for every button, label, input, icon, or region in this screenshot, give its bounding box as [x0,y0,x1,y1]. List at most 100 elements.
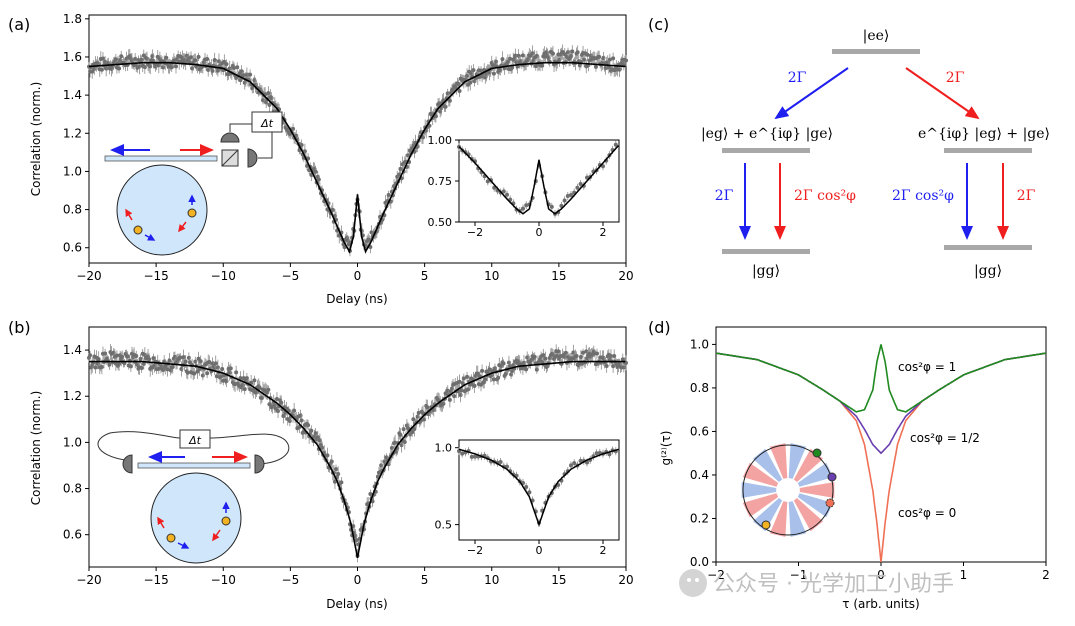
data-point [119,54,124,59]
ring-petal [742,493,779,518]
y-tick-label: 1.00 [428,134,453,147]
data-point [398,166,403,171]
inset-b: −2 0 2 0.5 1.0 [435,439,620,557]
delay-box [179,429,211,449]
ring-petal [742,462,779,487]
y-axis-label: Correlation (norm.) [29,82,43,197]
data-point [541,353,546,358]
data-point [215,68,220,73]
fit-line [89,61,626,254]
y-tick-label: 0.6 [63,528,82,542]
x-tick-label: 0 [536,226,543,239]
data-point [205,371,210,376]
data-point [170,364,175,369]
y-tick-label: 1.0 [435,442,453,455]
panel-label-d: (d) [648,318,671,337]
schematic-b: Δt [97,429,290,564]
inset-data-point [613,142,618,147]
inset-data-point [473,454,477,459]
x-tick-label: 0 [536,544,543,557]
data-point [325,453,330,458]
data-point [139,365,144,370]
inset-a: −2 0 2 0.50 0.75 1.00 [428,134,620,239]
x-tick-label: −10 [211,573,236,587]
x-tick-label: 0 [354,573,362,587]
data-point [320,445,325,450]
x-tick-label: −5 [282,269,300,283]
data-point [461,376,466,381]
inset-frame [458,139,620,223]
data-point [299,418,304,423]
data-point [329,459,334,464]
data-point [593,64,598,69]
wechat-icon [679,569,707,597]
data-point [238,376,243,381]
x-tick-label: −2 [467,226,483,239]
data-point [220,367,225,372]
detector-icon [220,132,240,143]
data-point [457,88,462,93]
y-tick-label: 1.0 [690,337,709,351]
x-tick-label: −5 [282,573,300,587]
watermark: 公众号 · 光学加工小助手 [679,569,954,597]
data-point [411,417,416,422]
data-point [316,177,321,182]
ring-petal [793,498,824,532]
ring-petal [797,493,834,518]
y-tick-label: 0.0 [690,555,709,569]
x-tick-label: 15 [551,269,566,283]
data-point [578,355,583,360]
data-point [181,355,186,360]
x-tick-label: −1 [790,568,808,582]
atom-dot [133,225,143,235]
y-tick-label: 1.2 [63,126,82,140]
y-tick-label: 0.75 [428,175,453,188]
delay-label: Δt [188,434,202,447]
data-point [224,62,229,67]
panel-c-diagram: |ee⟩ 2Γ 2Γ |eg⟩ + e^{iφ} |ge⟩ e^{iφ} |eg… [701,28,1050,279]
inset-fit-line [458,448,619,527]
data-point [125,354,130,359]
atom-dot [166,533,176,543]
ring-petal [788,501,807,537]
schematic-a: Δt [104,111,283,256]
data-point [291,126,296,131]
level-left-mid-label: |eg⟩ + e^{iφ} |ge⟩ [701,126,833,142]
y-tick-label: 0.6 [690,424,709,438]
data-point [585,52,590,57]
x-tick-label: 0 [877,568,885,582]
data-point [90,69,95,74]
data-point [117,361,122,366]
rate-top-left: 2Γ [788,70,807,86]
x-tick-label: 15 [551,573,566,587]
delay-box [251,111,283,133]
data-point [520,53,525,58]
data-point [611,56,616,61]
panel-a-chart: −20 −15 −10 −5 0 5 10 15 200.60.81.01.21.41.61.8… [29,12,634,306]
x-tick-label: −2 [707,568,725,582]
data-point [103,351,108,356]
series-line [715,352,1047,455]
data-point [165,367,170,372]
data-point [238,78,243,83]
x-tick-label: −10 [211,269,236,283]
data-point [416,410,421,415]
panel-label-c: (c) [648,15,669,34]
x-axis-label: Delay (ns) [326,292,387,306]
level-ee-label: |ee⟩ [863,28,890,44]
inset-data-point [585,175,589,180]
data-point [257,385,262,390]
y-tick-label: 0.8 [63,482,82,496]
inset-data-point [505,464,509,469]
rate-left-blue: 2Γ [715,188,734,204]
data-point [437,101,442,106]
waveguide [137,462,251,469]
data-point [483,377,488,382]
rate-left-red: 2Γ cos²φ [794,188,856,204]
detector-icon [254,454,265,474]
atom-dot [221,516,231,526]
data-point [96,357,101,362]
data-point [466,387,471,392]
data-point [248,72,253,77]
inset-data-point [527,490,532,495]
